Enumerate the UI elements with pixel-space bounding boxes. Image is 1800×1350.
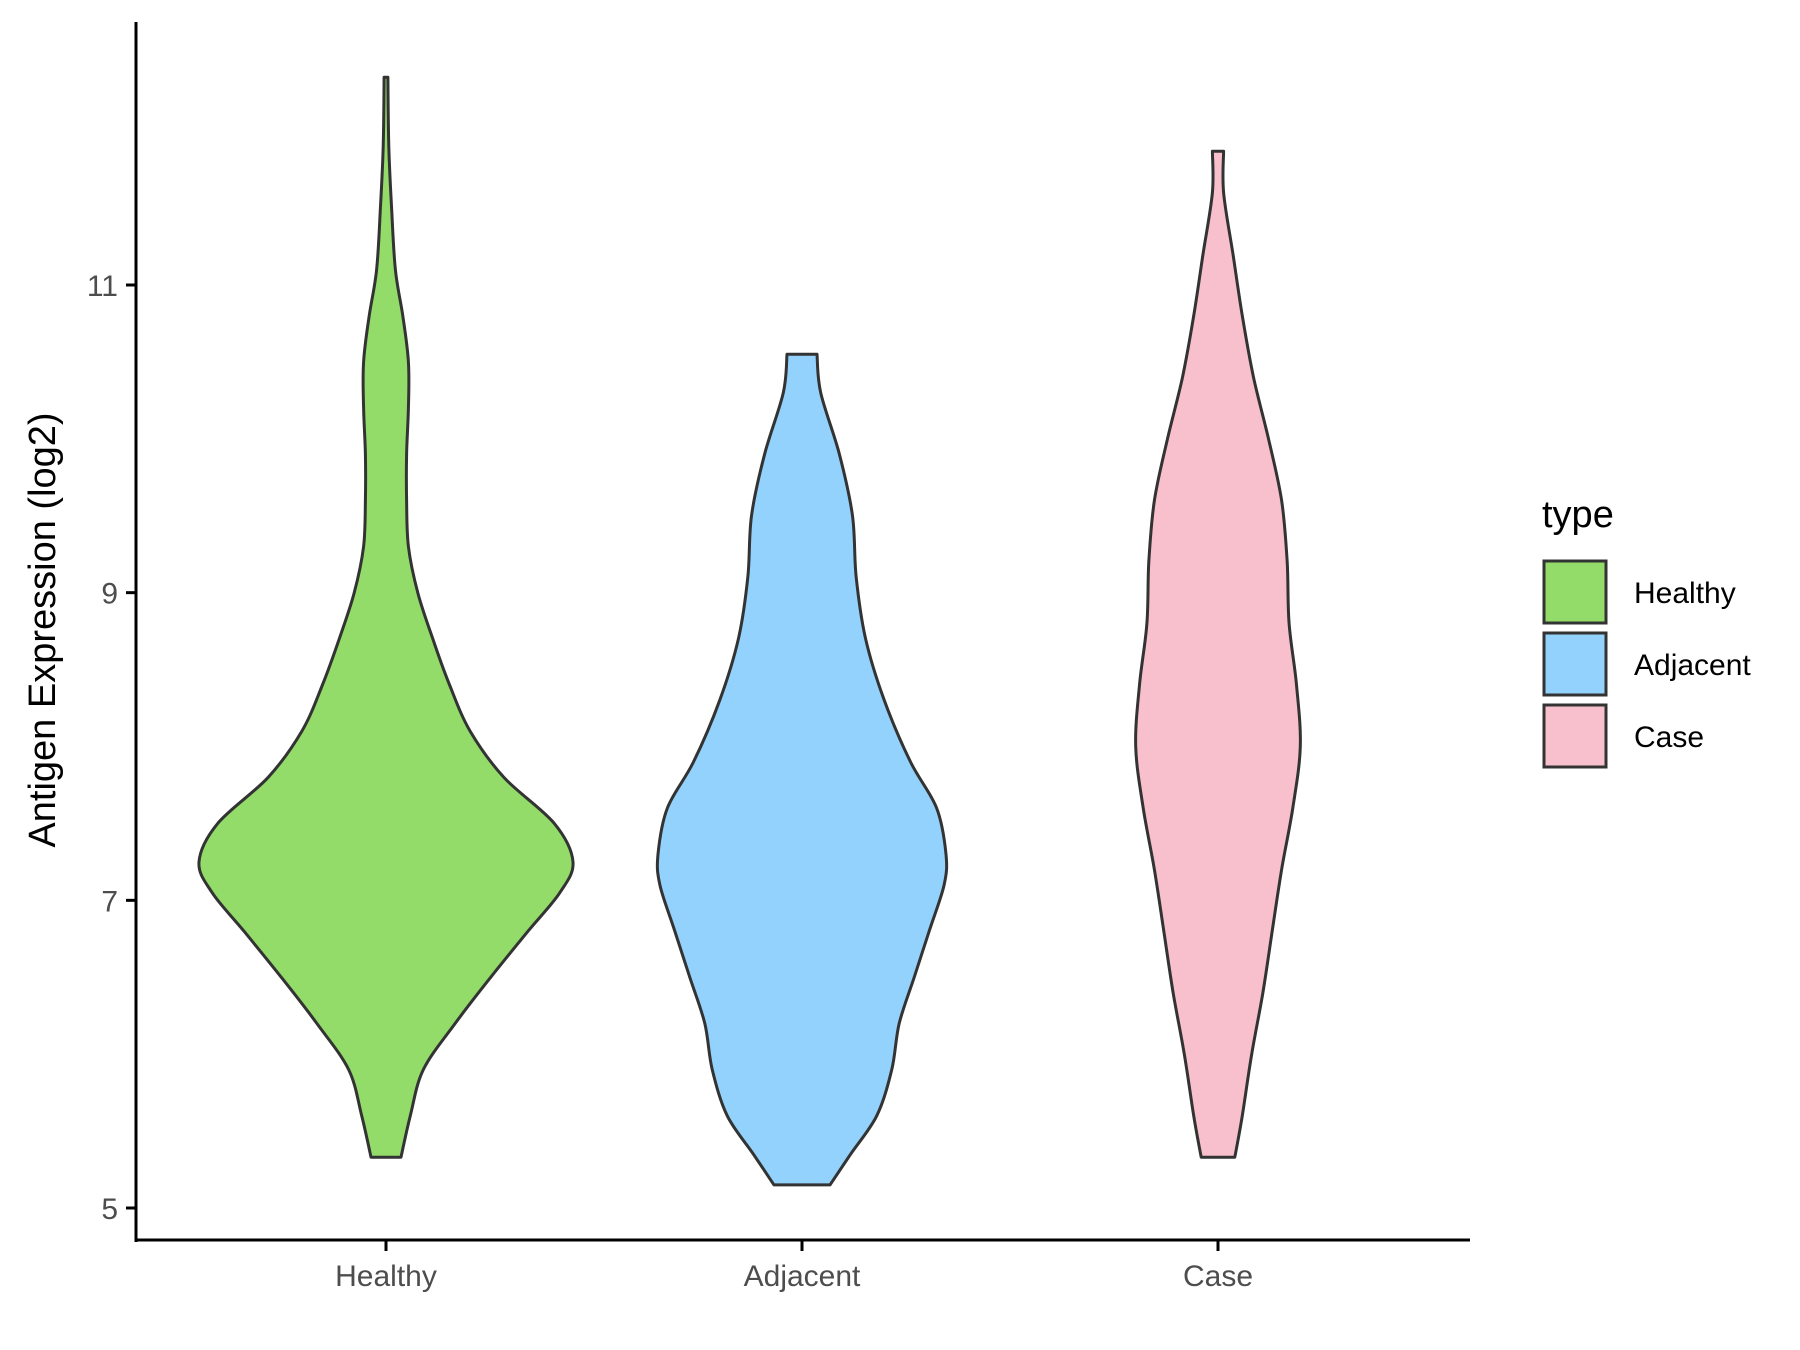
y-axis-title: Antigen Expression (log2) xyxy=(22,412,64,847)
x-tick-label: Adjacent xyxy=(744,1260,861,1293)
violin-adjacent xyxy=(655,352,949,1187)
legend-key-case xyxy=(1542,703,1608,769)
y-tick-label: 7 xyxy=(101,885,118,918)
legend-label-adjacent: Adjacent xyxy=(1634,649,1751,682)
legend-key-healthy xyxy=(1542,559,1608,625)
y-tick-label: 5 xyxy=(101,1193,118,1226)
legend-label-healthy: Healthy xyxy=(1634,577,1736,610)
violin-case xyxy=(1134,149,1302,1159)
y-tick-label: 9 xyxy=(101,578,118,611)
x-tick-label: Case xyxy=(1183,1260,1253,1293)
legend: type Healthy Adjacent Case xyxy=(1542,494,1751,769)
legend-title: type xyxy=(1542,494,1614,536)
x-ticks-group: Healthy Adjacent Case xyxy=(335,1240,1253,1293)
violins-group xyxy=(197,75,1302,1187)
y-ticks-group: 5 7 9 11 xyxy=(87,270,136,1226)
legend-key-adjacent xyxy=(1542,631,1608,697)
x-tick-label: Healthy xyxy=(335,1260,437,1293)
violin-healthy xyxy=(197,75,575,1159)
y-tick-label: 11 xyxy=(87,270,118,303)
legend-label-case: Case xyxy=(1634,721,1704,754)
